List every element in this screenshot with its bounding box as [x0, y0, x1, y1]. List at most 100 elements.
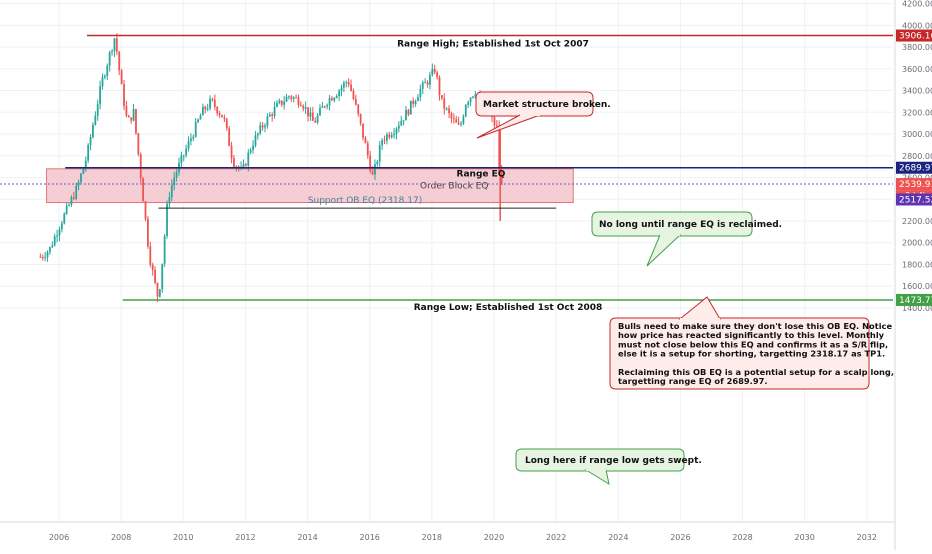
candle-body	[421, 82, 424, 89]
candle-body	[297, 97, 300, 106]
x-tick-label: 2022	[546, 533, 566, 542]
callout-bulls[interactable]: Bulls need to make sure they don't lose …	[609, 296, 894, 390]
callout-bulls-line: Reclaiming this OB EQ is a potential set…	[618, 367, 894, 377]
candle-body	[276, 102, 278, 107]
candle-body	[103, 75, 106, 78]
candle-body	[70, 197, 73, 205]
candle-body	[452, 118, 455, 120]
candle-body	[309, 112, 312, 117]
candle-body	[395, 128, 398, 134]
price-badge-range-low: 1473.77	[896, 293, 932, 306]
callout-bulls-line: must not close below this EQ and confirm…	[618, 339, 888, 349]
candle-body	[493, 117, 496, 126]
callout-market-structure-text: Market structure broken.	[483, 100, 611, 110]
price-badge-lower: 2517.52	[896, 193, 932, 206]
candle-body	[431, 68, 434, 76]
candle-body	[175, 172, 178, 178]
candle-body	[362, 123, 364, 138]
x-tick-label: 2014	[297, 533, 317, 542]
candle-body	[433, 68, 436, 73]
callout-long-here[interactable]: Long here if range low gets swept.	[515, 448, 702, 486]
candle-body	[321, 106, 324, 108]
candle-body	[464, 104, 467, 117]
candle-body	[316, 115, 319, 123]
candle-body	[72, 197, 75, 199]
x-tick-label: 2028	[732, 533, 752, 542]
candle-body	[223, 117, 226, 119]
candle-body	[443, 98, 446, 109]
candle-body	[450, 113, 453, 119]
candle-body	[323, 106, 326, 108]
candle-body	[106, 65, 109, 76]
x-tick-label: 2020	[484, 533, 504, 542]
candle-body	[378, 145, 381, 162]
candle-body	[448, 108, 450, 114]
callout-tail	[584, 469, 610, 486]
candle-body	[472, 96, 474, 98]
candle-body	[49, 247, 51, 252]
candle-body	[92, 124, 94, 138]
candle-body	[292, 97, 295, 99]
grid	[0, 0, 893, 522]
candle-body	[383, 140, 386, 142]
range-low-label: Range Low; Established 1st Oct 2008	[414, 303, 603, 313]
candle-body	[118, 51, 121, 71]
candle-body	[142, 178, 145, 202]
candle-body	[125, 106, 128, 116]
candle-body	[462, 116, 465, 124]
candle-body	[120, 70, 123, 85]
candle-body	[352, 90, 355, 99]
candle-body	[144, 201, 147, 219]
candle-body	[101, 77, 104, 87]
candle-body	[393, 133, 395, 136]
candle-body	[192, 136, 195, 139]
candle-body	[194, 121, 197, 137]
candle-body	[166, 203, 168, 237]
candle-body	[170, 185, 173, 198]
candle-body	[209, 98, 211, 109]
candle-body	[429, 75, 431, 85]
candle-body	[77, 182, 80, 186]
candle-body	[94, 115, 97, 125]
candle-body	[283, 101, 286, 105]
candle-body	[206, 108, 209, 110]
candle-body	[259, 125, 262, 134]
candle-body	[123, 84, 125, 107]
candle-body	[467, 102, 470, 105]
candle-body	[333, 97, 336, 101]
x-tick-label: 2032	[857, 533, 877, 542]
candle-body	[271, 114, 274, 117]
y-tick-label: 1400.00	[902, 304, 932, 313]
y-tick-label: 2600.00	[902, 174, 932, 183]
candle-body	[417, 97, 419, 101]
candle-body	[460, 123, 462, 125]
candle-body	[311, 112, 314, 121]
candle-body	[328, 98, 331, 105]
y-tick-label: 4000.00	[902, 21, 932, 30]
candle-body	[412, 100, 415, 105]
candle-body	[302, 106, 305, 109]
candle-body	[182, 155, 185, 157]
candle-body	[130, 117, 133, 121]
candle-body	[371, 170, 374, 175]
candle-body	[187, 141, 190, 149]
price-badge-range-eq: 2689.97	[896, 161, 932, 174]
candle-body	[247, 152, 250, 166]
candle-body	[340, 87, 343, 91]
candle-body	[201, 106, 204, 116]
order-block-zone[interactable]	[46, 168, 574, 204]
candle-body	[190, 138, 192, 142]
x-tick-label: 2010	[173, 533, 193, 542]
callout-no-long-text: No long until range EQ is reclaimed.	[599, 220, 782, 230]
callout-market-structure-shape	[475, 91, 594, 117]
order-block-label: Order Block EQ	[420, 182, 488, 192]
candle-body	[213, 99, 216, 107]
candle-body	[338, 90, 341, 97]
x-tick-label: 2026	[670, 533, 690, 542]
callout-no-long[interactable]: No long until range EQ is reclaimed.	[591, 211, 782, 267]
y-tick-label: 2200.00	[902, 217, 932, 226]
y-tick-label: 3600.00	[902, 65, 932, 74]
candle-body	[474, 94, 477, 97]
callout-market-structure[interactable]: Market structure broken.	[475, 91, 611, 139]
